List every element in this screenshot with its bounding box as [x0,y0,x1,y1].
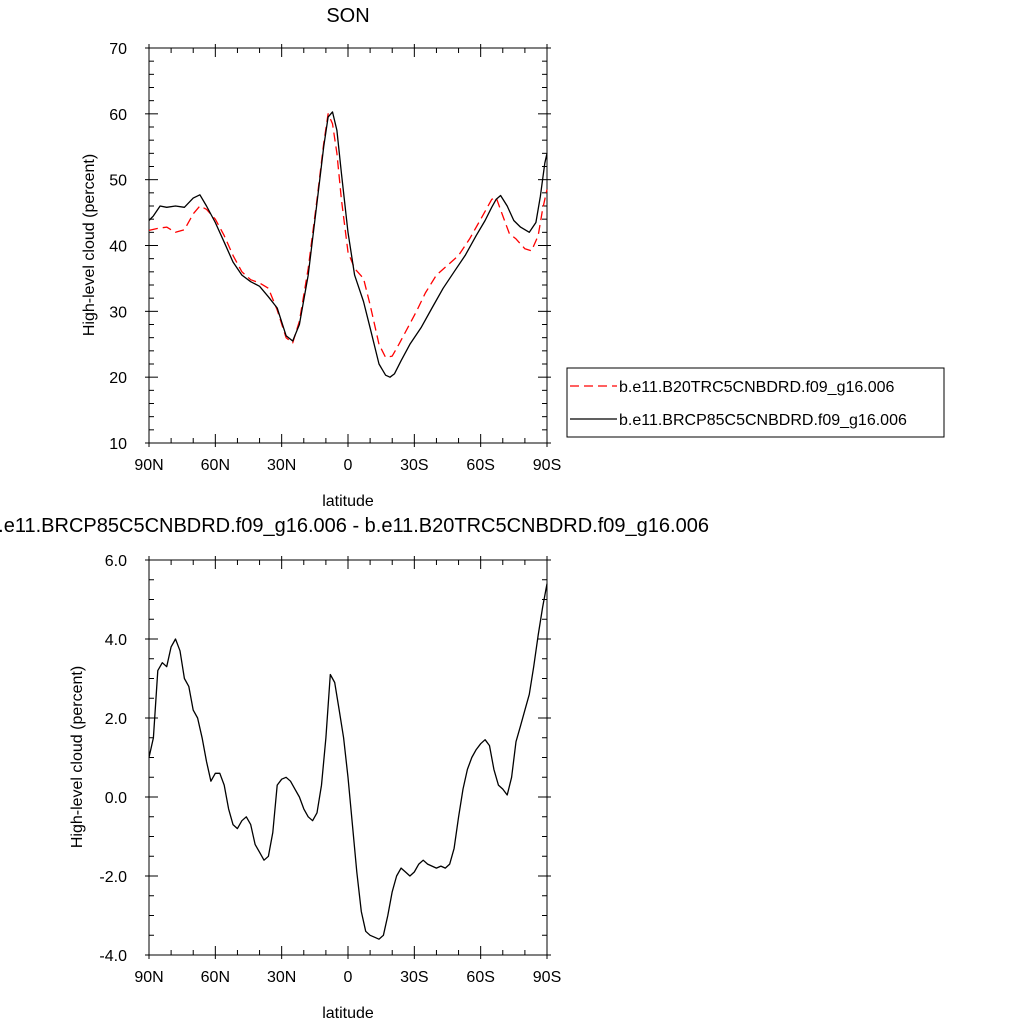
x-tick-label: 30N [267,969,296,986]
y-tick-label: 20 [109,370,127,387]
x-axis-label-bottom: latitude [322,1005,374,1022]
x-tick-label: 0 [344,969,353,986]
plot-frame [148,47,548,444]
y-axis-label-bottom: High-level cloud (percent) [69,666,86,848]
y-tick-label: 6.0 [105,553,127,570]
x-tick-label: 60N [201,969,230,986]
x-tick-label: 90N [134,969,163,986]
x-tick-label: 30S [400,969,428,986]
x-tick-label: 90N [134,457,163,474]
x-tick-label: 60S [466,969,494,986]
y-tick-label: 10 [109,436,127,453]
x-tick-label: 30S [400,457,428,474]
legend-label-historical: b.e11.B20TRC5CNBDRD.f09_g16.006 [619,379,895,396]
x-tick-label: 0 [344,457,353,474]
y-tick-label: 0.0 [105,790,127,807]
y-axis-label-top: High-level cloud (percent) [81,154,98,336]
plot-frame [148,559,548,956]
x-tick-label: 60N [201,457,230,474]
x-tick-label: 30N [267,457,296,474]
x-axis-label-top: latitude [322,493,374,510]
panel-top: SON High-level cloud (percent) latitude … [81,5,561,510]
y-tick-label: 70 [109,41,127,58]
x-tick-label: 90S [533,969,561,986]
x-tick-label: 60S [466,457,494,474]
series-line-1-0 [148,583,548,940]
legend: b.e11.B20TRC5CNBDRD.f09_g16.006 b.e11.BR… [566,367,945,438]
x-tick-label: 90S [533,457,561,474]
series-line-0-1 [148,111,548,378]
y-tick-label: 4.0 [105,632,127,649]
panel-bottom: b.e11.BRCP85C5CNBDRD.f09_g16.006 - b.e11… [0,515,709,1022]
legend-box [566,367,945,438]
y-tick-label: 50 [109,173,127,190]
chart-title-bottom: b.e11.BRCP85C5CNBDRD.f09_g16.006 - b.e11… [0,515,709,537]
y-tick-label: -2.0 [99,869,127,886]
y-tick-label: 40 [109,239,127,256]
y-tick-label: 30 [109,304,127,321]
y-tick-label: -4.0 [99,948,127,965]
y-tick-label: 2.0 [105,711,127,728]
y-tick-label: 60 [109,107,127,124]
legend-label-rcp85: b.e11.BRCP85C5CNBDRD.f09_g16.006 [619,412,907,429]
chart-title-top: SON [326,5,369,27]
